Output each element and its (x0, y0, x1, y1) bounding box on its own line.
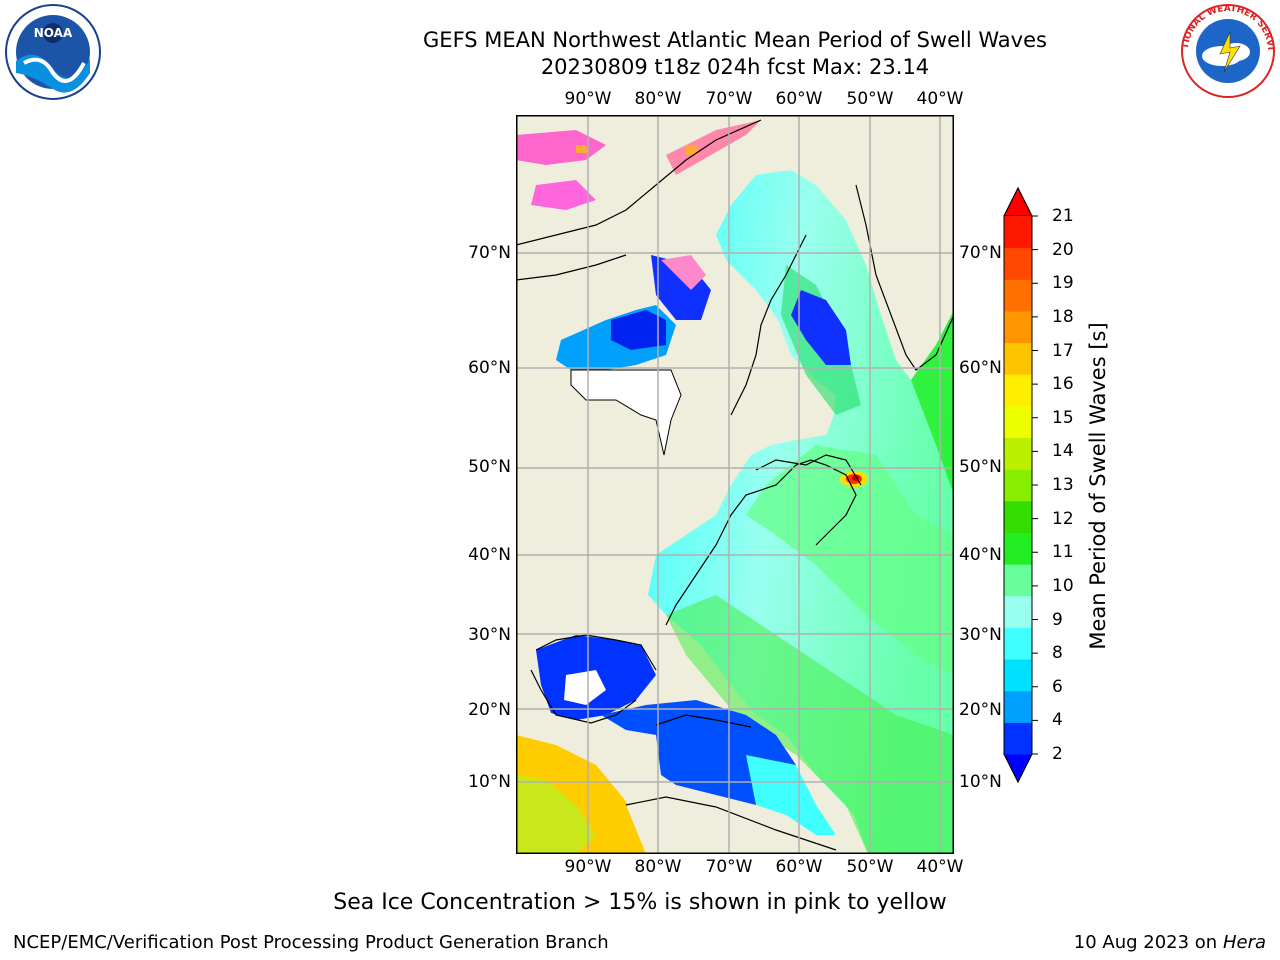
colorbar-tick-label: 17 (1052, 340, 1074, 361)
swell-band-east (911, 310, 954, 495)
colorbar-label: Mean Period of Swell Waves [s] (1086, 322, 1110, 650)
hudson-bay-deep (611, 310, 666, 350)
lat-label-right: 40°N (959, 545, 1002, 565)
lon-label-bottom: 40°W (916, 857, 964, 877)
colorbar-tick-label: 21 (1052, 206, 1074, 226)
lon-label-top: 90°W (564, 89, 612, 109)
colorbar-tick-label: 2 (1052, 744, 1063, 764)
colorbar-bin (1004, 532, 1032, 565)
lat-label-left: 50°N (468, 457, 511, 477)
chart-title: GEFS MEAN Northwest Atlantic Mean Period… (423, 28, 1047, 52)
sea-ice-north (516, 130, 606, 165)
sea-ice-note: Sea Ice Concentration > 15% is shown in … (333, 890, 947, 915)
lon-label-top: 80°W (634, 89, 682, 109)
lon-label-top: 50°W (846, 89, 894, 109)
colorbar (1003, 186, 1038, 784)
map-frame (516, 115, 954, 854)
colorbar-bin (1004, 374, 1032, 407)
colorbar-tick-label: 19 (1052, 273, 1074, 294)
chart-subtitle: 20230809 t18z 024h fcst Max: 23.14 (540, 55, 930, 79)
machine-name: Hera (1222, 932, 1266, 953)
colorbar-bin (1004, 342, 1032, 375)
credit-line: NCEP/EMC/Verification Post Processing Pr… (13, 932, 609, 953)
lat-label-right: 70°N (959, 243, 1002, 263)
colorbar-tick-label: 15 (1052, 407, 1074, 428)
lon-label-bottom: 90°W (564, 857, 612, 877)
colorbar-tick-label: 20 (1052, 239, 1074, 260)
date-line: 10 Aug 2023 on Hera (1074, 932, 1266, 953)
colorbar-bin (1004, 279, 1032, 312)
colorbar-tick-label: 12 (1052, 508, 1074, 529)
central-america (621, 755, 666, 815)
colorbar-tick-label: 10 (1052, 575, 1074, 596)
colorbar-tick-label: 16 (1052, 374, 1074, 395)
colorbar-bin (1004, 690, 1032, 723)
lon-label-top: 40°W (916, 89, 964, 109)
noaa-logo: NOAA (5, 4, 101, 100)
lat-label-right: 20°N (959, 700, 1002, 720)
colorbar-bin (1004, 247, 1032, 280)
colorbar-tick-label: 8 (1052, 643, 1063, 664)
colorbar-bin (1004, 722, 1032, 755)
lon-label-top: 60°W (775, 89, 823, 109)
colorbar-tick-label: 11 (1052, 542, 1074, 563)
colorbar-tick-label: 4 (1052, 710, 1063, 731)
sea-ice-foxe (661, 255, 706, 290)
colorbar-under-arrow (1003, 753, 1033, 784)
nws-logo: NATIONAL WEATHER SERVICE (1178, 2, 1275, 98)
colorbar-bin (1004, 564, 1032, 597)
colorbar-bin (1004, 405, 1032, 439)
lat-label-left: 20°N (468, 700, 511, 720)
lat-label-left: 70°N (468, 243, 511, 263)
colorbar-bin (1004, 437, 1032, 470)
date-text: 10 Aug 2023 on (1073, 932, 1218, 953)
lat-label-right: 10°N (959, 772, 1002, 792)
lon-label-bottom: 70°W (705, 857, 753, 877)
colorbar-tick-label: 13 (1052, 475, 1074, 495)
no-data-area (570, 369, 682, 456)
colorbar-bin (1004, 216, 1032, 249)
low-period-zone-labrador (791, 290, 851, 365)
caribbean-east (746, 755, 836, 835)
colorbar-bin (1004, 500, 1032, 533)
lat-lon-grid (516, 115, 954, 854)
lat-label-left: 60°N (468, 358, 511, 378)
colorbar-tick-label: 18 (1052, 306, 1074, 327)
lat-label-right: 30°N (959, 625, 1002, 645)
colorbar-over-arrow (1003, 186, 1033, 217)
lon-label-bottom: 80°W (634, 857, 682, 877)
svg-text:NOAA: NOAA (34, 26, 73, 40)
colorbar-bin (1004, 627, 1032, 660)
colorbar-bin (1004, 469, 1032, 502)
lat-label-left: 30°N (468, 625, 511, 645)
lat-label-left: 40°N (468, 545, 511, 565)
colorbar-tick-label: 6 (1052, 676, 1063, 697)
swell-band-green (746, 445, 954, 675)
swell-period-map (516, 115, 954, 854)
lat-label-right: 50°N (959, 457, 1002, 477)
coastlines (516, 119, 954, 851)
lon-label-bottom: 60°W (775, 857, 823, 877)
swell-band-green-south (666, 595, 954, 854)
lat-label-right: 60°N (959, 358, 1002, 378)
colorbar-tick-label: 14 (1052, 441, 1074, 462)
pacific-region-green (516, 775, 596, 854)
lon-label-top: 70°W (705, 89, 753, 109)
colorbar-bin (1004, 310, 1032, 344)
lon-label-bottom: 50°W (846, 857, 894, 877)
colorbar-bin (1004, 595, 1032, 628)
gulf-of-mexico-inner (564, 670, 606, 705)
colorbar-tick-label: 9 (1052, 609, 1063, 630)
sea-ice-channel (531, 180, 596, 210)
sea-ice-strait (666, 120, 761, 175)
lat-label-left: 10°N (468, 772, 511, 792)
colorbar-bin (1004, 659, 1032, 692)
